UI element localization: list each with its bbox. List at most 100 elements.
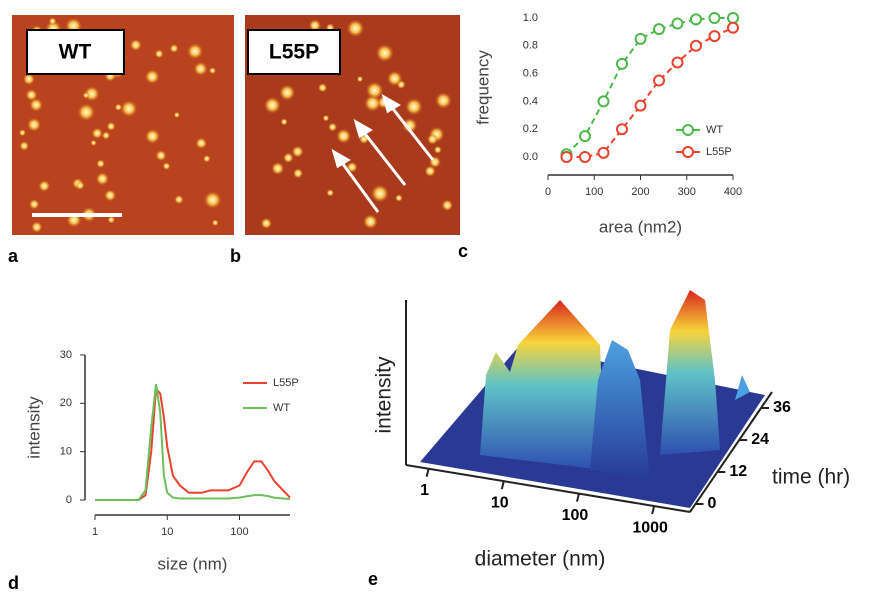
afm-spot [280,118,288,126]
marker [671,17,684,30]
afm-spot [114,103,123,111]
x-tick [651,505,656,515]
afm-spot [395,194,403,202]
afm-spot [75,181,85,190]
afm-spot [104,189,117,202]
marker [597,95,610,108]
afm-spot [154,49,164,59]
afm-spot [120,100,138,118]
y-tick-label: 0 [66,494,72,506]
y-tick-label: 1.0 [523,12,538,24]
marker [690,39,702,52]
afm-spot [96,159,105,168]
afm-spot [77,103,95,121]
image-label: L55P [269,41,319,64]
x-tick-label: 400 [724,186,742,198]
afm-spot [155,150,167,162]
marker [616,57,628,70]
x-axis-label: diameter (nm) [475,548,606,571]
afm-spot [169,43,179,53]
afm-spot [101,131,111,140]
panel-label: c [458,241,468,261]
afm-spot [95,172,109,186]
x-tick-label: 0 [545,186,551,198]
image-label: WT [59,41,92,64]
panel-label: d [8,573,19,593]
series-line [95,383,291,501]
afm-spot [211,219,219,227]
afm-spot [433,145,442,154]
afm-spots [251,19,454,230]
afm-spot [82,92,90,99]
afm-spot [129,39,142,51]
legend-label: WT [706,124,723,136]
afm-spot [162,162,171,171]
marker [653,23,665,36]
afm-spot [427,133,439,145]
marker [653,74,665,87]
legend-marker [682,146,694,158]
series-line [95,386,291,501]
afm-spot [336,128,352,144]
afm-spot [25,89,38,101]
afm-spot [402,117,418,133]
image-label-box [26,29,125,75]
x-tick-label: 100 [562,507,589,524]
afm-spot [209,67,216,75]
afm-spot [187,43,204,60]
afm-spot [19,141,30,151]
afm-spot [173,111,180,118]
afm-spot [260,217,272,229]
marker [671,56,684,69]
afm-spot [144,128,160,144]
afm-spot [365,81,384,100]
afm-spot [328,122,338,132]
panel-label: b [230,246,241,266]
y-tick-label: 0.0 [523,151,538,163]
x-tick-label: 100 [230,526,248,538]
x-tick-label: 100 [585,186,603,198]
afm-spot [107,216,116,224]
afm-spot [322,114,330,122]
afm-spot [203,154,211,163]
afm-spot [370,184,389,203]
afm-spot [22,73,35,86]
marker [560,151,573,163]
panel-label: e [368,569,378,589]
afm-spot [405,98,423,116]
z-tick-label: 0 [707,495,716,512]
legend-label: WT [273,402,290,414]
afm-spot [90,139,97,146]
afm-spot [292,168,304,179]
marker [579,130,591,143]
afm-spot [271,161,285,175]
x-tick-label: 200 [631,186,649,198]
marker [579,151,591,163]
y-tick-label: 10 [60,446,72,458]
y-tick-label: 0.2 [523,123,538,135]
afm-spot [424,165,436,177]
legend-label: L55P [273,377,299,389]
series-line [566,26,734,158]
afm-spot [435,92,452,109]
y-axis-label: frequency [473,50,492,125]
x-tick [575,493,580,502]
marker [597,146,610,159]
marker [634,32,647,45]
x-tick-label: 1 [420,482,429,499]
afm-spot [29,98,43,112]
afm-spot [356,75,364,83]
afm-spot [203,191,222,209]
image-label-box [247,29,341,75]
afm-spot [282,152,294,164]
panel-label: a [8,246,19,266]
afm-spot [263,96,281,114]
x-tick-label: 1000 [632,519,668,536]
y-axis-label: intensity [24,396,43,459]
afm-spot [364,94,382,112]
afm-spot [106,121,116,131]
afm-spot [363,214,378,230]
z-axis-label: time (hr) [772,466,850,489]
afm-spot [346,19,365,38]
afm-spot [193,61,208,76]
